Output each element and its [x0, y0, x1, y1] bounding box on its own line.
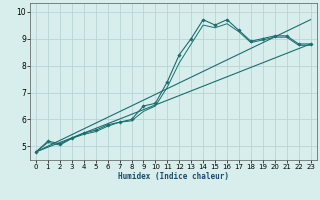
- X-axis label: Humidex (Indice chaleur): Humidex (Indice chaleur): [118, 172, 229, 181]
